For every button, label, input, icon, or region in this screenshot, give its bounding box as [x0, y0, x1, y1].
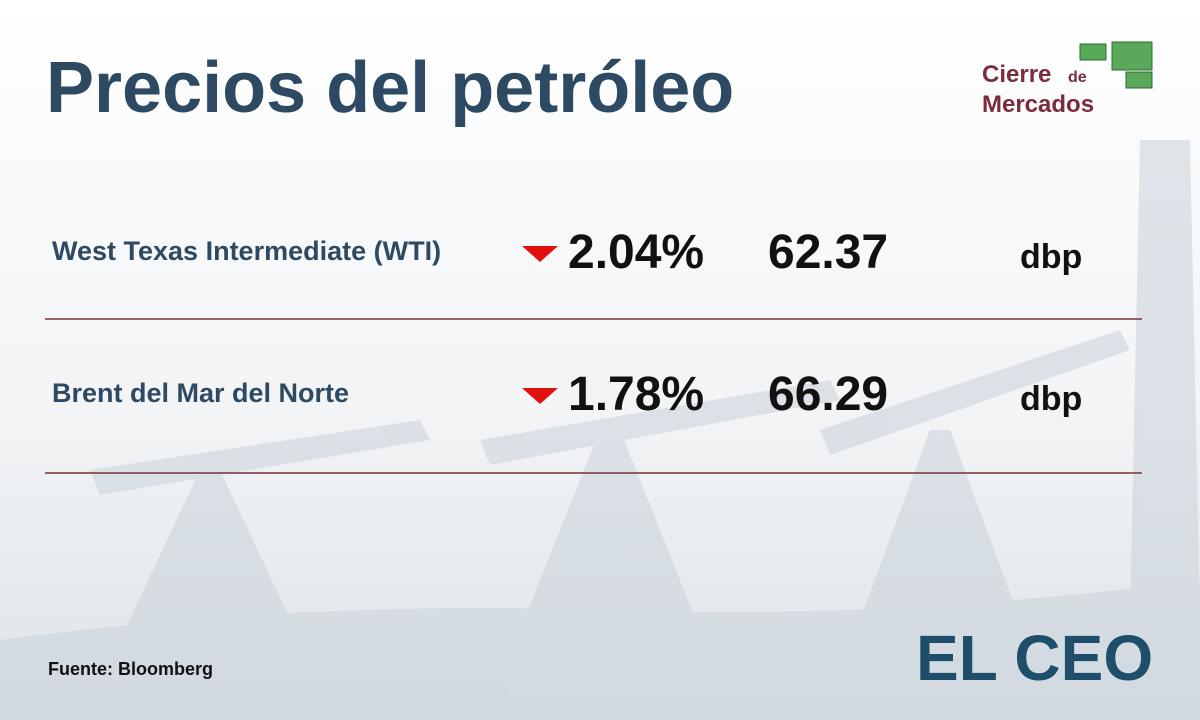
price-table: West Texas Intermediate (WTI) 2.04% 62.37 d…	[45, 226, 1142, 474]
pumpjack-silhouettes	[0, 140, 1200, 720]
row-change: 1.78%	[568, 368, 704, 421]
badge: Cierre de Mercados	[982, 41, 1153, 118]
down-arrow	[522, 246, 558, 262]
row-price: 66.29	[768, 368, 888, 421]
row-name: West Texas Intermediate (WTI)	[52, 236, 441, 266]
pumpjack	[480, 380, 840, 630]
badge-text: de	[1068, 69, 1087, 86]
row-unit: dbp	[1020, 380, 1082, 418]
row-change: 2.04%	[568, 226, 704, 279]
logo: EL CEO	[916, 622, 1153, 694]
down-arrow	[522, 388, 558, 404]
badge-text: Cierre	[982, 61, 1051, 88]
title: Precios del petróleo	[46, 48, 734, 128]
pumpjack	[820, 330, 1130, 620]
row-name: Brent del Mar del Norte	[52, 378, 349, 408]
row-price: 62.37	[768, 226, 888, 279]
money-icon	[1079, 43, 1107, 61]
derrick	[1130, 140, 1200, 620]
row-unit: dbp	[1020, 238, 1082, 276]
source: Fuente: Bloomberg	[48, 659, 213, 679]
money-icon	[1125, 71, 1153, 89]
pumpjack	[90, 420, 430, 640]
money-icon	[1111, 41, 1153, 71]
badge-text: Mercados	[982, 91, 1094, 118]
